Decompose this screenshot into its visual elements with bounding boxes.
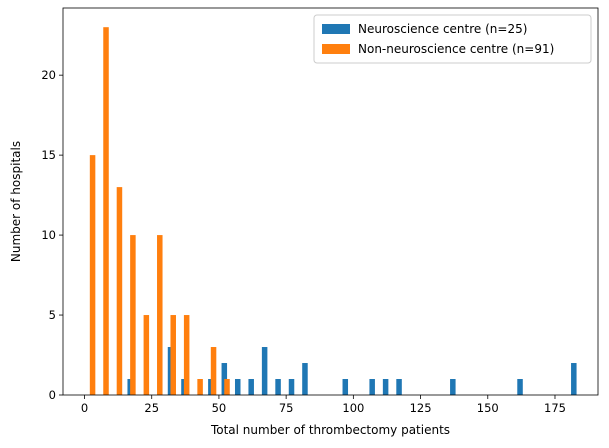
legend-swatch-non-neuroscience — [322, 44, 350, 54]
bar-neuroscience-17 — [571, 363, 577, 395]
y-tick-label: 0 — [49, 388, 56, 402]
bar-non-neuroscience-10 — [224, 379, 230, 395]
y-tick-label: 5 — [49, 308, 56, 322]
x-tick-label: 50 — [212, 401, 227, 415]
bar-neuroscience-8 — [275, 379, 281, 395]
legend-label-neuroscience: Neuroscience centre (n=25) — [358, 22, 527, 36]
bar-neuroscience-13 — [382, 379, 389, 395]
bar-neuroscience-7 — [261, 347, 268, 395]
x-tick-label: 175 — [544, 401, 566, 415]
bar-non-neuroscience-6 — [170, 315, 176, 395]
legend: Neuroscience centre (n=25) Non-neuroscie… — [313, 14, 592, 64]
legend-swatch-neuroscience — [322, 24, 350, 34]
y-axis-ticks: 0 5 10 15 20 — [41, 68, 63, 402]
x-axis-ticks: 0 25 50 75 100 125 150 175 — [81, 395, 566, 415]
x-tick-label: 25 — [144, 401, 159, 415]
bar-neuroscience-14 — [396, 379, 402, 395]
bars-group — [89, 27, 577, 395]
bar-neuroscience-11 — [342, 379, 349, 395]
x-tick-label: 0 — [81, 401, 88, 415]
bar-non-neuroscience-0 — [89, 155, 96, 395]
y-tick-label: 20 — [41, 68, 56, 82]
bar-non-neuroscience-7 — [183, 315, 190, 395]
x-tick-label: 150 — [477, 401, 499, 415]
bar-non-neuroscience-5 — [157, 235, 163, 395]
legend-box — [313, 14, 592, 64]
x-tick-label: 75 — [279, 401, 294, 415]
y-tick-label: 15 — [41, 148, 56, 162]
bar-non-neuroscience-2 — [116, 187, 123, 395]
axes-frame — [62, 7, 599, 396]
y-tick-label: 10 — [41, 228, 56, 242]
bar-non-neuroscience-8 — [197, 379, 203, 395]
legend-label-non-neuroscience: Non-neuroscience centre (n=91) — [358, 42, 554, 56]
bar-non-neuroscience-9 — [210, 347, 217, 395]
bar-neuroscience-16 — [517, 379, 523, 395]
bar-neuroscience-9 — [288, 379, 295, 395]
bar-neuroscience-12 — [369, 379, 375, 395]
bar-neuroscience-5 — [234, 379, 241, 395]
x-axis-label: Total number of thrombectomy patients — [210, 423, 450, 437]
y-axis-label: Number of hospitals — [9, 141, 23, 262]
bar-non-neuroscience-3 — [130, 235, 136, 395]
bar-neuroscience-10 — [302, 363, 308, 395]
x-tick-label: 125 — [410, 401, 432, 415]
bar-neuroscience-15 — [450, 379, 456, 395]
bar-non-neuroscience-1 — [103, 27, 109, 395]
x-tick-label: 100 — [342, 401, 364, 415]
bar-non-neuroscience-4 — [143, 315, 150, 395]
bar-neuroscience-6 — [248, 379, 254, 395]
